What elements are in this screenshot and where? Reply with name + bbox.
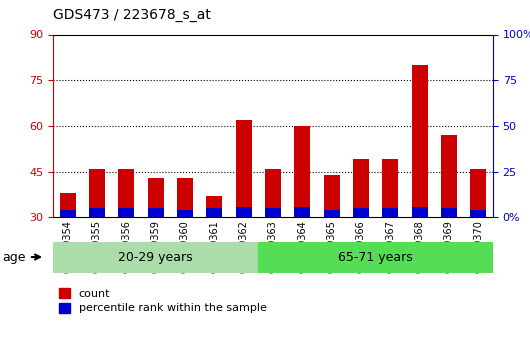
Text: 20-29 years: 20-29 years bbox=[118, 250, 193, 264]
Bar bbox=[118, 169, 135, 217]
Bar bbox=[265, 208, 281, 217]
Legend: count, percentile rank within the sample: count, percentile rank within the sample bbox=[58, 288, 267, 313]
Bar bbox=[53, 241, 258, 273]
Bar bbox=[118, 208, 135, 217]
Bar bbox=[147, 208, 164, 217]
Bar bbox=[177, 178, 193, 217]
Bar bbox=[382, 159, 399, 217]
Bar bbox=[294, 126, 311, 217]
Bar bbox=[294, 207, 311, 217]
Bar bbox=[89, 169, 105, 217]
Bar bbox=[441, 135, 457, 217]
Bar bbox=[411, 65, 428, 217]
Text: age: age bbox=[3, 250, 40, 264]
Bar bbox=[147, 178, 164, 217]
Bar bbox=[265, 169, 281, 217]
Bar bbox=[353, 159, 369, 217]
Bar bbox=[323, 175, 340, 217]
Bar bbox=[258, 241, 493, 273]
Text: GDS473 / 223678_s_at: GDS473 / 223678_s_at bbox=[53, 8, 211, 22]
Bar bbox=[382, 208, 399, 217]
Bar bbox=[177, 210, 193, 217]
Bar bbox=[235, 120, 252, 217]
Text: 65-71 years: 65-71 years bbox=[338, 250, 413, 264]
Bar bbox=[89, 208, 105, 217]
Bar bbox=[353, 208, 369, 217]
Bar bbox=[235, 207, 252, 217]
Bar bbox=[441, 208, 457, 217]
Bar bbox=[470, 169, 487, 217]
Bar bbox=[206, 196, 223, 217]
Bar bbox=[411, 207, 428, 217]
Bar bbox=[206, 208, 223, 217]
Bar bbox=[323, 210, 340, 217]
Bar bbox=[59, 193, 76, 217]
Bar bbox=[59, 210, 76, 217]
Bar bbox=[470, 210, 487, 217]
